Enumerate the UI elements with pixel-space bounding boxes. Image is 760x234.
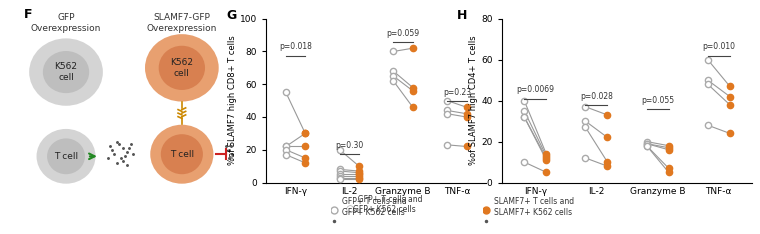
Text: p=0.010: p=0.010 <box>702 43 735 51</box>
Ellipse shape <box>150 125 214 184</box>
Text: Overexpression: Overexpression <box>147 24 217 33</box>
Text: H: H <box>457 9 467 22</box>
Ellipse shape <box>47 138 85 174</box>
Text: GFP: GFP <box>57 13 74 22</box>
Text: T cell: T cell <box>169 150 194 159</box>
Ellipse shape <box>145 34 219 102</box>
Text: GFP+ T cells and
GFP+ K562 cells: GFP+ T cells and GFP+ K562 cells <box>353 195 423 214</box>
Text: p=0.0069: p=0.0069 <box>516 85 554 95</box>
Ellipse shape <box>36 129 96 184</box>
Ellipse shape <box>29 38 103 106</box>
Text: SLAMF7+ T cells and
SLAMF7+ K562 cells: SLAMF7+ T cells and SLAMF7+ K562 cells <box>494 197 574 217</box>
Ellipse shape <box>43 51 89 93</box>
Text: p=0.055: p=0.055 <box>641 96 674 105</box>
Y-axis label: %of SLAMF7 high CD4+ T cells: %of SLAMF7 high CD4+ T cells <box>469 36 478 165</box>
Text: K562
cell: K562 cell <box>170 58 193 77</box>
Text: p=0.028: p=0.028 <box>580 92 613 101</box>
Text: G: G <box>226 9 236 22</box>
Text: GFP+ T cells and
GFP+ K562 cells: GFP+ T cells and GFP+ K562 cells <box>342 197 407 217</box>
Text: p=0.30: p=0.30 <box>335 141 363 150</box>
Text: F: F <box>24 8 33 21</box>
Ellipse shape <box>159 46 205 90</box>
Y-axis label: %of SLAMF7 high CD8+ T cells: %of SLAMF7 high CD8+ T cells <box>228 36 237 165</box>
Text: Overexpression: Overexpression <box>31 24 101 33</box>
Text: ○: ○ <box>345 204 354 214</box>
Text: p=0.23: p=0.23 <box>443 88 471 97</box>
Text: p=0.018: p=0.018 <box>279 43 312 51</box>
Text: K562
cell: K562 cell <box>55 62 78 82</box>
Text: T cell: T cell <box>54 152 78 161</box>
Text: SLAMF7-GFP: SLAMF7-GFP <box>154 13 211 22</box>
Text: p=0.059: p=0.059 <box>387 29 420 38</box>
Ellipse shape <box>161 134 203 174</box>
